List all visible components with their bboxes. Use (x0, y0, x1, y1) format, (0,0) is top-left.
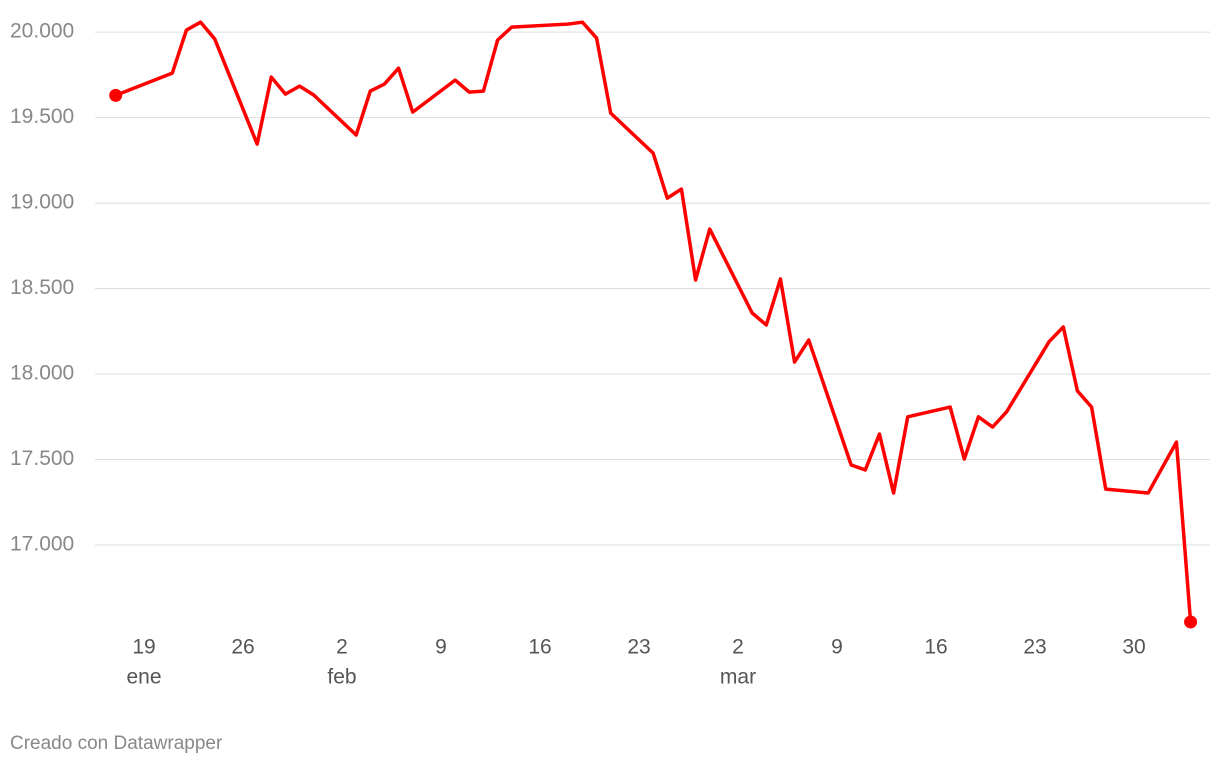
y-tick-label: 17.000 (10, 533, 74, 556)
end-dot (1184, 615, 1198, 629)
x-tick-label: mar (720, 666, 756, 689)
x-tick-label: ene (126, 666, 161, 689)
y-tick-label: 19.500 (10, 105, 74, 128)
x-tick-label: 2 (336, 636, 348, 659)
y-tick-label: 18.000 (10, 362, 74, 385)
x-tick-label: 16 (528, 636, 551, 659)
y-tick-label: 17.500 (10, 447, 74, 470)
x-tick-label: 26 (231, 636, 254, 659)
x-tick-label: 23 (627, 636, 650, 659)
x-tick-label: 23 (1023, 636, 1046, 659)
x-tick-label: feb (327, 666, 356, 689)
y-tick-label: 18.500 (10, 276, 74, 299)
x-tick-label: 2 (732, 636, 744, 659)
line (115, 20, 1193, 623)
y-tick-label: 19.000 (10, 191, 74, 214)
x-tick-label: 16 (924, 636, 947, 659)
x-tick-label: 9 (435, 636, 447, 659)
x-tick-label: 30 (1122, 636, 1145, 659)
end-dot (109, 88, 123, 102)
y-tick-label: 20.000 (10, 20, 74, 43)
x-tick-label: 19 (132, 636, 155, 659)
footer: Creado con Datawrapper (10, 733, 223, 754)
x-tick-label: 9 (831, 636, 843, 659)
